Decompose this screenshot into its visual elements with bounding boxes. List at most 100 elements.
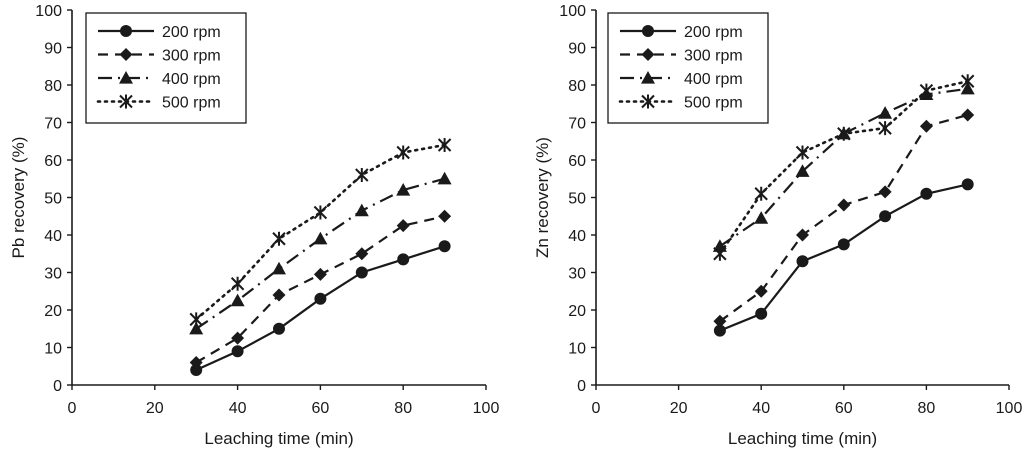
zn-plot-area: [712, 74, 975, 337]
zn-data-point: [713, 324, 726, 337]
pb-data-point: [313, 205, 328, 220]
pb-data-point: [230, 293, 245, 307]
zn-data-point: [754, 284, 768, 298]
zn-x-tick-label: 80: [918, 400, 936, 417]
pb-data-point: [355, 266, 368, 279]
zn-data-point: [796, 255, 809, 268]
pb-x-tick-label: 0: [68, 400, 77, 417]
pb-y-tick-label: 10: [44, 341, 62, 358]
zn-x-tick-label: 60: [835, 400, 853, 417]
pb-legend-item: 300 rpm: [98, 48, 221, 65]
pb-plot-area: [189, 138, 452, 376]
pb-y-tick-label: 90: [44, 41, 62, 58]
pb-data-point: [396, 219, 410, 233]
zn-data-point: [919, 119, 933, 133]
zn-data-point: [754, 211, 769, 224]
zn-data-point: [837, 126, 851, 141]
pb-recovery-chart: 0 20 40 60 80 100 0 10 20 30 40 50 60 70 80 90 100 Leach…: [9, 3, 499, 448]
pb-x-tick-label: 100: [473, 400, 500, 417]
zn-y-tick-label: 70: [568, 116, 586, 133]
pb-data-point: [396, 183, 411, 196]
zn-x-tick-label: 100: [996, 400, 1023, 417]
zn-x-tick-label: 40: [752, 400, 770, 417]
zn-legend-item: 200 rpm: [620, 24, 743, 41]
zn-data-point: [878, 106, 893, 119]
pb-data-point: [230, 276, 245, 291]
pb-data-point: [438, 240, 451, 253]
zn-y-axis-label: Zn recovery (%): [533, 137, 552, 258]
zn-data-point: [878, 185, 892, 199]
pb-legend-marker: [119, 48, 133, 61]
pb-y-axis-label: Pb recovery (%): [9, 137, 28, 259]
pb-y-tick-label: 50: [44, 191, 62, 208]
pb-data-point: [272, 231, 286, 246]
zn-y-tick-label: 10: [568, 341, 586, 358]
zn-y-tick-label: 90: [568, 41, 586, 58]
zn-data-point: [713, 246, 727, 261]
zn-y-tick-label: 30: [568, 266, 586, 283]
zn-x-tick-label: 0: [592, 400, 601, 417]
pb-x-tick-label: 40: [229, 400, 247, 417]
zn-legend-label: 200 rpm: [684, 24, 743, 41]
zn-data-point: [795, 164, 810, 177]
zn-legend-item: 300 rpm: [620, 48, 743, 65]
pb-x-tick-label: 60: [312, 400, 330, 417]
pb-x-axis-label: Leaching time (min): [204, 429, 353, 448]
zn-legend-label: 400 rpm: [684, 71, 743, 88]
pb-x-tick-label: 80: [394, 400, 412, 417]
pb-data-point: [437, 171, 452, 185]
pb-y-tick-label: 20: [44, 303, 62, 320]
zn-data-point: [837, 238, 850, 251]
zn-y-tick-label: 40: [568, 228, 586, 245]
pb-series-200-rpm: [190, 240, 451, 376]
pb-series-line: [195, 177, 445, 330]
pb-legend-item: 200 rpm: [98, 24, 221, 41]
pb-data-point: [397, 253, 410, 266]
pb-legend-label: 200 rpm: [162, 24, 221, 41]
pb-series-300-rpm: [189, 209, 452, 369]
zn-legend-item: 400 rpm: [620, 71, 743, 88]
zn-data-point: [796, 228, 809, 242]
pb-legend-marker: [120, 25, 132, 37]
zn-y-tick-label: 60: [568, 153, 586, 170]
pb-y-tick-label: 30: [44, 266, 62, 283]
zn-data-point: [961, 178, 974, 191]
zn-series-500-rpm: [713, 74, 975, 261]
pb-data-point: [189, 321, 204, 335]
zn-series-200-rpm: [713, 178, 974, 337]
pb-y-tick-label: 80: [44, 78, 62, 95]
zn-data-point: [754, 186, 768, 201]
zn-data-point: [960, 74, 975, 89]
zn-y-tick-label: 80: [568, 78, 586, 95]
pb-data-point: [189, 356, 203, 369]
pb-data-point: [437, 138, 452, 152]
pb-legend-label: 500 rpm: [162, 95, 221, 112]
zn-y-tick-label: 100: [559, 3, 586, 20]
zn-legend: 200 rpm 300 rpm 400 rpm 500 rpm: [607, 12, 769, 124]
zn-legend-marker: [642, 25, 654, 37]
pb-legend-marker: [119, 71, 133, 84]
pb-data-point: [231, 345, 244, 358]
zn-recovery-chart: 0 20 40 60 80 100 0 10 20 30 40 50 60 70 80 90 100 Leach…: [533, 3, 1022, 448]
zn-y-tick-label: 20: [568, 303, 586, 320]
pb-y-tick-label: 0: [53, 378, 62, 395]
zn-data-point: [961, 108, 975, 122]
pb-legend-label: 300 rpm: [162, 48, 221, 65]
zn-data-point: [755, 307, 768, 320]
zn-data-point: [713, 314, 727, 328]
zn-data-point: [919, 83, 934, 98]
pb-data-point: [272, 261, 286, 275]
pb-y-tick-label: 100: [35, 3, 62, 20]
pb-data-point: [314, 292, 327, 305]
zn-axes: 0 20 40 60 80 100 0 10 20 30 40 50 60 70 80 90 100: [559, 3, 1022, 417]
pb-y-tick-label: 60: [44, 153, 62, 170]
pb-series-400-rpm: [189, 171, 452, 335]
zn-legend-marker: [641, 94, 655, 109]
zn-data-point: [837, 198, 851, 212]
zn-x-tick-label: 20: [670, 400, 688, 417]
pb-legend: 200 rpm 300 rpm 400 rpm 500 rpm: [85, 12, 247, 124]
pb-legend-marker: [119, 94, 133, 109]
pb-data-point: [355, 247, 369, 261]
pb-data-point: [354, 203, 369, 217]
